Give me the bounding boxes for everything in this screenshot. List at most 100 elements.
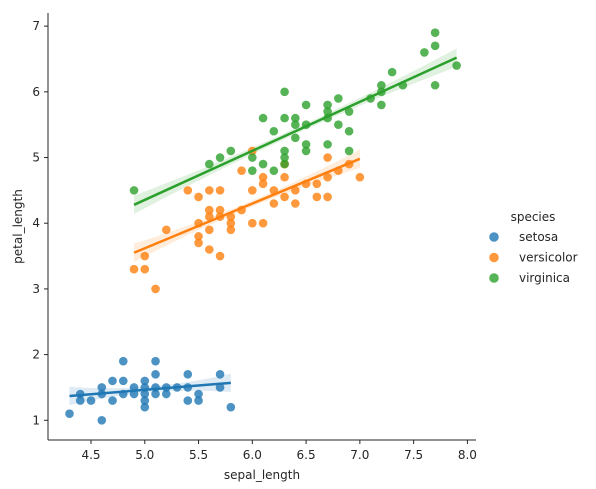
y-tick-label: 6 bbox=[32, 85, 40, 99]
x-tick-label: 7.5 bbox=[404, 448, 423, 462]
y-tick-label: 7 bbox=[32, 19, 40, 33]
point-virginica bbox=[248, 153, 257, 162]
legend: species setosa versicolor virginica bbox=[489, 210, 578, 285]
fit-line-virginica bbox=[133, 56, 458, 206]
point-virginica bbox=[344, 126, 354, 136]
x-axis-label: sepal_length bbox=[224, 468, 300, 482]
point-virginica bbox=[280, 159, 289, 169]
point-virginica bbox=[226, 146, 236, 156]
y-tick-label: 5 bbox=[32, 151, 40, 165]
point-setosa bbox=[151, 356, 160, 366]
point-virginica bbox=[215, 153, 225, 162]
point-versicolor bbox=[280, 192, 289, 202]
point-versicolor bbox=[215, 251, 225, 261]
point-virginica bbox=[258, 113, 268, 123]
point-versicolor bbox=[205, 212, 214, 221]
point-setosa bbox=[183, 396, 193, 405]
point-versicolor bbox=[205, 205, 214, 215]
y-tick-label: 1 bbox=[32, 413, 40, 427]
point-setosa bbox=[140, 376, 150, 386]
x-tick-label: 8.0 bbox=[458, 448, 477, 462]
fit-line-versicolor bbox=[133, 157, 361, 254]
point-versicolor bbox=[258, 218, 268, 228]
point-versicolor bbox=[129, 264, 139, 274]
point-setosa bbox=[108, 376, 117, 386]
y-tick-label: 2 bbox=[32, 348, 40, 362]
point-setosa bbox=[215, 383, 225, 392]
point-setosa bbox=[97, 383, 107, 392]
point-virginica bbox=[258, 159, 268, 169]
point-setosa bbox=[194, 389, 203, 399]
point-versicolor bbox=[312, 192, 322, 202]
point-versicolor bbox=[323, 153, 332, 162]
point-setosa bbox=[118, 376, 128, 386]
point-versicolor bbox=[323, 192, 332, 202]
point-virginica bbox=[430, 41, 440, 51]
point-virginica bbox=[334, 94, 343, 103]
point-versicolor bbox=[194, 232, 203, 241]
point-setosa bbox=[161, 389, 171, 399]
point-setosa bbox=[151, 389, 160, 399]
point-virginica bbox=[301, 146, 311, 156]
point-versicolor bbox=[248, 186, 257, 195]
point-setosa bbox=[215, 370, 225, 379]
point-virginica bbox=[291, 113, 300, 123]
point-versicolor bbox=[205, 245, 214, 254]
point-virginica bbox=[334, 120, 343, 129]
point-versicolor bbox=[291, 186, 300, 195]
point-setosa bbox=[65, 409, 74, 419]
point-setosa bbox=[194, 396, 203, 405]
point-versicolor bbox=[183, 186, 193, 195]
point-virginica bbox=[248, 166, 257, 175]
point-versicolor bbox=[269, 199, 279, 208]
point-virginica bbox=[269, 126, 279, 136]
point-versicolor bbox=[258, 179, 268, 189]
point-setosa bbox=[140, 402, 150, 412]
point-virginica bbox=[377, 100, 386, 110]
point-setosa bbox=[97, 415, 107, 425]
point-versicolor bbox=[355, 172, 365, 182]
point-versicolor bbox=[140, 264, 150, 274]
point-versicolor bbox=[215, 205, 225, 215]
point-setosa bbox=[108, 396, 117, 405]
point-setosa bbox=[183, 370, 193, 379]
regression-lines bbox=[69, 56, 458, 398]
x-tick-label: 6.5 bbox=[297, 448, 316, 462]
x-tick-label: 7.0 bbox=[350, 448, 369, 462]
legend-title: species bbox=[511, 210, 556, 224]
point-versicolor bbox=[237, 166, 246, 175]
point-setosa bbox=[140, 389, 150, 399]
point-versicolor bbox=[280, 172, 289, 182]
point-setosa bbox=[75, 396, 85, 405]
scatter-points bbox=[65, 28, 461, 425]
point-virginica bbox=[344, 107, 354, 116]
point-virginica bbox=[280, 146, 289, 156]
point-virginica bbox=[420, 48, 429, 57]
point-setosa bbox=[151, 370, 160, 379]
point-virginica bbox=[430, 28, 440, 38]
legend-marker-setosa bbox=[489, 232, 499, 242]
point-virginica bbox=[129, 186, 139, 195]
point-versicolor bbox=[140, 251, 150, 261]
legend-marker-virginica bbox=[489, 273, 499, 283]
point-virginica bbox=[387, 67, 397, 77]
fit-line-setosa bbox=[69, 381, 231, 398]
y-tick-label: 3 bbox=[32, 282, 40, 296]
point-virginica bbox=[344, 146, 354, 156]
point-virginica bbox=[280, 87, 289, 97]
point-setosa bbox=[140, 396, 150, 405]
y-axis-label: petal_length bbox=[11, 189, 25, 264]
point-versicolor bbox=[226, 225, 236, 235]
point-virginica bbox=[269, 166, 279, 175]
point-virginica bbox=[430, 80, 440, 90]
point-versicolor bbox=[226, 218, 236, 228]
point-virginica bbox=[205, 159, 214, 169]
point-versicolor bbox=[205, 186, 214, 195]
point-versicolor bbox=[205, 225, 214, 235]
point-setosa bbox=[118, 356, 128, 366]
point-setosa bbox=[86, 396, 96, 405]
legend-label-virginica: virginica bbox=[519, 271, 570, 285]
point-versicolor bbox=[215, 186, 225, 195]
point-versicolor bbox=[248, 218, 257, 228]
